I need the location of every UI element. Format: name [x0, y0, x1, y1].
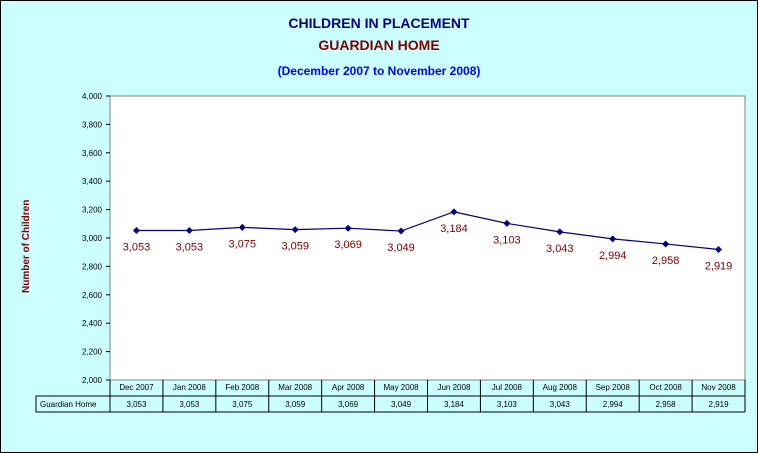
table-cell-value: 3,049: [391, 400, 412, 409]
x-tick-label: Oct 2008: [649, 383, 682, 392]
y-tick-label: 3,200: [82, 206, 103, 215]
y-tick-label: 4,000: [82, 92, 103, 101]
data-label: 3,053: [123, 241, 151, 253]
table-cell-value: 2,994: [603, 400, 624, 409]
data-point: [238, 223, 246, 231]
table-cell-value: 3,069: [338, 400, 359, 409]
table-cell-value: 3,059: [285, 400, 306, 409]
x-tick-label: Jun 2008: [437, 383, 470, 392]
table-cell-value: 3,103: [497, 400, 518, 409]
x-tick-label: Dec 2007: [119, 383, 154, 392]
data-point: [344, 224, 352, 232]
x-tick-label: Feb 2008: [225, 383, 259, 392]
data-label: 2,919: [705, 261, 733, 273]
table-cell-value: 3,053: [179, 400, 200, 409]
data-point: [397, 227, 405, 235]
x-tick-label: Apr 2008: [332, 383, 365, 392]
x-tick-label: Jul 2008: [492, 383, 523, 392]
data-point: [450, 208, 458, 216]
table-cell-value: 3,053: [126, 400, 147, 409]
data-label: 2,994: [599, 250, 627, 262]
chart-period: (December 2007 to November 2008): [277, 64, 481, 78]
data-label: 3,049: [387, 242, 415, 254]
table-cell-value: 2,919: [709, 400, 730, 409]
table-cell-value: 3,184: [444, 400, 465, 409]
y-tick-label: 2,800: [82, 262, 103, 271]
y-tick-label: 3,000: [82, 234, 103, 243]
y-tick-label: 2,600: [82, 291, 103, 300]
data-label: 3,184: [440, 223, 468, 235]
data-point: [609, 235, 617, 243]
y-tick-label: 3,400: [82, 177, 103, 186]
data-label: 2,958: [652, 255, 680, 267]
table-cell-value: 2,958: [656, 400, 677, 409]
x-tick-label: Nov 2008: [701, 383, 736, 392]
data-point: [503, 219, 511, 227]
series-line: [136, 211, 719, 251]
x-tick-label: Aug 2008: [543, 383, 578, 392]
data-label: 3,075: [229, 238, 257, 250]
x-tick-label: Mar 2008: [278, 383, 312, 392]
y-tick-label: 2,200: [82, 348, 103, 357]
data-point: [291, 226, 299, 234]
table-cell-value: 3,043: [550, 400, 571, 409]
chart-title: CHILDREN IN PLACEMENT: [288, 15, 470, 31]
data-point: [132, 226, 140, 234]
data-point: [715, 246, 723, 254]
y-tick-label: 2,000: [82, 376, 103, 385]
table-series-name: Guardian Home: [40, 400, 97, 409]
data-label: 3,053: [176, 241, 204, 253]
data-label: 3,059: [281, 241, 309, 253]
y-tick-label: 2,400: [82, 319, 103, 328]
data-point: [662, 240, 670, 248]
y-tick-label: 3,800: [82, 120, 103, 129]
data-label: 3,043: [546, 243, 574, 255]
x-tick-label: May 2008: [383, 383, 419, 392]
data-label: 3,069: [334, 239, 362, 251]
x-tick-label: Sep 2008: [596, 383, 631, 392]
x-tick-label: Jan 2008: [173, 383, 206, 392]
y-tick-label: 3,600: [82, 149, 103, 158]
table-cell-value: 3,075: [232, 400, 253, 409]
data-label: 3,103: [493, 234, 521, 246]
plot-area: [109, 95, 746, 381]
data-point: [556, 228, 564, 236]
chart-subtitle: GUARDIAN HOME: [318, 37, 440, 53]
data-point: [185, 226, 193, 234]
